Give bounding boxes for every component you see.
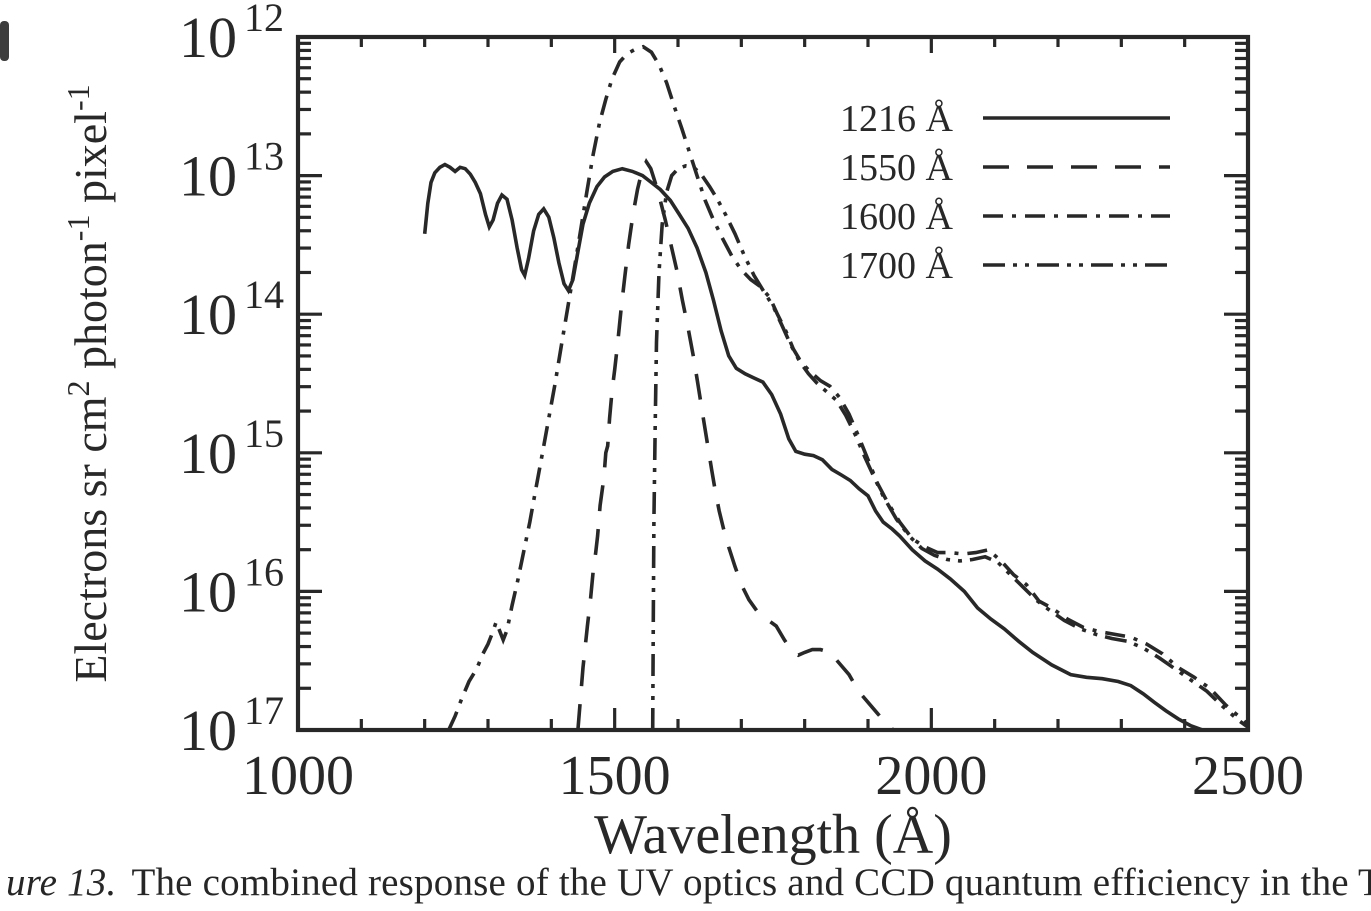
plot-frame	[295, 34, 1251, 733]
legend-label: 1216 Å	[840, 98, 954, 140]
y-tick-label: 10 15	[179, 411, 284, 486]
legend-entry: 1700 Å	[840, 245, 1170, 287]
legend-entry: 1216 Å	[840, 98, 1170, 140]
y-tick-label: 10 12	[179, 0, 284, 70]
series-curves	[422, 44, 1250, 732]
y-tick-label: 10 14	[179, 272, 284, 347]
y-tick-label: 10 16	[179, 549, 284, 624]
legend: 1216 Å 1550 Å 1600 Å 1700 Å	[840, 98, 1170, 287]
figure-caption-number: ure 13.	[6, 861, 117, 904]
series-curve-1600Å	[447, 44, 1250, 731]
x-tick-labels: 1000 1500 2000 2500	[242, 745, 1304, 807]
figure-caption: ure 13. The combined response of the UV o…	[6, 860, 1371, 905]
legend-label: 1600 Å	[840, 196, 954, 238]
series-curve-1700Å	[650, 164, 1250, 731]
y-axis-title: Electrons sr cm2 photon-1 pixel-1	[60, 84, 116, 682]
series-curve-1550Å	[576, 157, 895, 732]
y-tick-label: 10 13	[179, 134, 284, 209]
legend-entry: 1600 Å	[840, 196, 1170, 238]
x-tick-label: 2500	[1192, 745, 1304, 807]
x-tick-label: 2000	[875, 745, 987, 807]
legend-label: 1550 Å	[840, 147, 954, 189]
legend-label: 1700 Å	[840, 245, 954, 287]
x-axis-title: Wavelength (Å)	[594, 804, 952, 866]
legend-entry: 1550 Å	[840, 147, 1170, 189]
axis-ticks	[296, 35, 1250, 732]
x-tick-label: 1000	[242, 745, 354, 807]
y-tick-label: 10 17	[179, 688, 284, 763]
scan-smudge	[0, 21, 9, 61]
x-tick-label: 1500	[559, 745, 671, 807]
series-curve-1216Å	[422, 162, 1204, 732]
figure-caption-text: The combined response of the UV optics a…	[131, 861, 1371, 904]
